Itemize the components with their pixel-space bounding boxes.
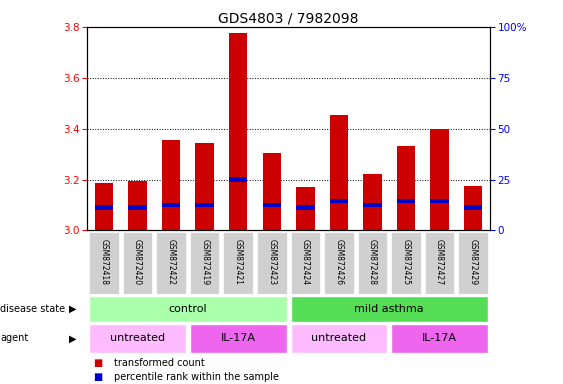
Bar [397, 199, 415, 204]
Bar [190, 324, 287, 353]
Text: control: control [168, 304, 207, 314]
Text: GSM872426: GSM872426 [334, 239, 343, 285]
Bar [358, 232, 387, 294]
Bar [262, 153, 281, 230]
Text: GSM872424: GSM872424 [301, 239, 310, 285]
Text: IL-17A: IL-17A [221, 333, 256, 344]
Bar [95, 205, 113, 210]
Text: untreated: untreated [110, 333, 165, 344]
Text: disease state: disease state [0, 304, 65, 314]
Bar [391, 324, 488, 353]
Bar [291, 232, 320, 294]
Bar [397, 146, 415, 230]
Bar [363, 203, 382, 207]
Bar [262, 203, 281, 207]
Text: ▶: ▶ [69, 333, 76, 344]
Text: untreated: untreated [311, 333, 367, 344]
Bar [95, 183, 113, 230]
Bar [464, 186, 482, 230]
Text: ▶: ▶ [69, 304, 76, 314]
Text: GSM872419: GSM872419 [200, 239, 209, 285]
Text: GSM872422: GSM872422 [167, 239, 176, 285]
Bar [229, 177, 248, 182]
Bar [296, 205, 315, 210]
Text: ■: ■ [93, 372, 102, 382]
Text: transformed count: transformed count [114, 358, 205, 368]
Bar [90, 232, 119, 294]
Bar [229, 33, 248, 230]
Bar [391, 232, 421, 294]
Bar [430, 199, 449, 204]
Bar [324, 232, 354, 294]
Text: GSM872420: GSM872420 [133, 239, 142, 285]
Text: ■: ■ [93, 358, 102, 368]
Bar [128, 205, 147, 210]
Text: GSM872418: GSM872418 [100, 239, 109, 285]
Text: GSM872428: GSM872428 [368, 239, 377, 285]
Text: GSM872429: GSM872429 [468, 239, 477, 285]
Bar [329, 199, 348, 204]
Bar [190, 232, 220, 294]
Bar [363, 174, 382, 230]
Text: IL-17A: IL-17A [422, 333, 457, 344]
Bar [224, 232, 253, 294]
Bar [90, 296, 287, 322]
Bar [90, 324, 186, 353]
Bar [425, 232, 454, 294]
Text: GSM872423: GSM872423 [267, 239, 276, 285]
Text: percentile rank within the sample: percentile rank within the sample [114, 372, 279, 382]
Bar [430, 129, 449, 230]
Bar [162, 203, 180, 207]
Text: GSM872421: GSM872421 [234, 239, 243, 285]
Title: GDS4803 / 7982098: GDS4803 / 7982098 [218, 12, 359, 26]
Bar [464, 205, 482, 210]
Bar [291, 324, 387, 353]
Bar [128, 181, 147, 230]
Text: GSM872425: GSM872425 [401, 239, 410, 285]
Bar [123, 232, 153, 294]
Bar [296, 187, 315, 230]
Bar [162, 140, 180, 230]
Bar [458, 232, 488, 294]
Text: GSM872427: GSM872427 [435, 239, 444, 285]
Text: agent: agent [0, 333, 28, 344]
Bar [195, 203, 214, 207]
Bar [291, 296, 488, 322]
Bar [157, 232, 186, 294]
Bar [329, 115, 348, 230]
Text: mild asthma: mild asthma [354, 304, 424, 314]
Bar [257, 232, 287, 294]
Bar [195, 142, 214, 230]
